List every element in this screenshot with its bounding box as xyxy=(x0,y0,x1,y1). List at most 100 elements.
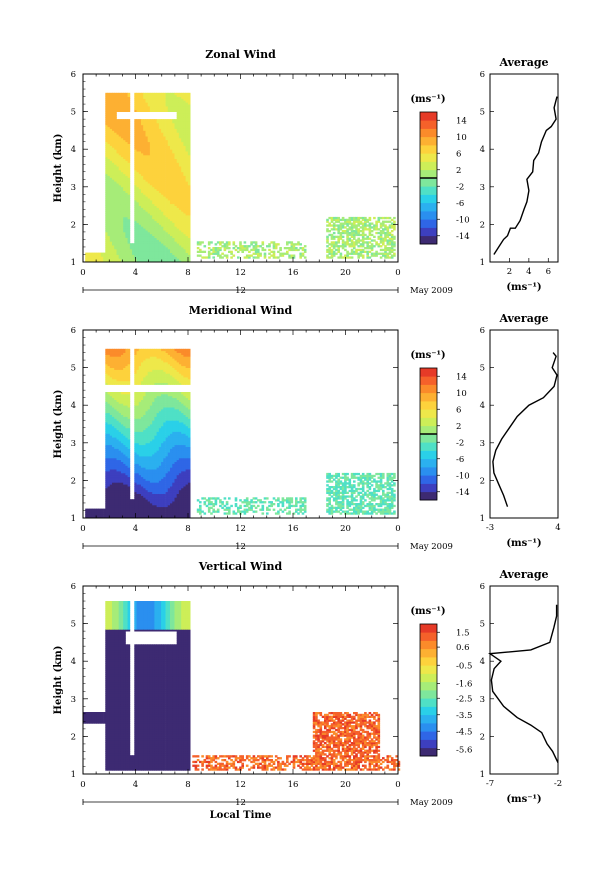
heatmap-cell xyxy=(161,184,164,188)
heatmap-cell xyxy=(112,241,115,244)
heatmap-cell xyxy=(163,109,166,112)
heatmap-cell xyxy=(149,169,153,173)
heatmap-cell xyxy=(152,258,155,261)
heatmap-cell xyxy=(353,252,356,255)
heatmap-cell xyxy=(145,192,149,195)
heatmap-cell xyxy=(254,252,258,255)
heatmap-cell xyxy=(134,162,137,165)
heatmap-cell xyxy=(225,254,229,257)
heatmap-cell xyxy=(161,230,164,233)
heatmap-cell xyxy=(138,153,142,156)
heatmap-cell xyxy=(201,250,204,253)
heatmap-cell xyxy=(346,239,349,242)
heatmap-cell xyxy=(170,160,173,163)
heatmap-cell xyxy=(154,224,157,227)
heatmap-cell xyxy=(127,107,131,111)
heatmap-cell xyxy=(341,239,345,242)
heatmap-cell xyxy=(165,183,169,186)
heatmap-cell xyxy=(118,130,122,133)
heatmap-cell xyxy=(257,254,260,257)
heatmap-cell xyxy=(147,102,151,105)
heatmap-cell xyxy=(114,247,117,250)
heatmap-cell xyxy=(147,216,151,220)
heatmap-cell xyxy=(165,200,169,203)
heatmap-cell xyxy=(141,166,144,169)
heatmap-cell xyxy=(163,241,166,244)
heatmap-cell xyxy=(134,245,137,248)
heatmap-cell xyxy=(156,106,160,109)
heatmap-cell xyxy=(147,258,151,261)
heatmap-cell xyxy=(114,164,117,167)
heatmap-cell xyxy=(127,230,131,233)
heatmap-cell xyxy=(170,245,173,248)
heatmap-cell xyxy=(120,92,124,96)
heatmap-cell xyxy=(114,188,117,191)
heatmap-cell xyxy=(114,235,117,238)
heatmap-cell xyxy=(123,248,126,252)
heatmap-cell xyxy=(176,111,180,114)
heatmap-cell xyxy=(149,248,153,252)
heatmap-cell xyxy=(152,96,155,99)
heatmap-cell xyxy=(145,171,149,175)
heatmap-cell xyxy=(344,220,347,223)
heatmap-cell xyxy=(163,216,166,220)
heatmap-cell xyxy=(120,109,124,112)
heatmap-cell xyxy=(118,200,122,203)
heatmap-cell xyxy=(170,100,173,103)
heatmap-cell xyxy=(181,134,184,137)
heatmap-cell xyxy=(353,231,356,235)
heatmap-cell xyxy=(107,260,111,263)
heatmap-cell xyxy=(346,237,349,240)
heatmap-cell xyxy=(114,154,117,158)
heatmap-cell xyxy=(181,254,184,257)
heatmap-cell xyxy=(207,243,211,246)
heatmap-cell xyxy=(156,96,160,99)
heatmap-cell xyxy=(147,220,151,223)
heatmap-cell xyxy=(112,222,115,225)
heatmap-cell xyxy=(147,177,151,180)
heatmap-cell xyxy=(127,166,131,169)
heatmap-cell xyxy=(183,192,186,195)
heatmap-cell xyxy=(187,137,191,141)
heatmap-cell xyxy=(303,256,307,259)
heatmap-cell xyxy=(118,260,122,263)
heatmap-cell xyxy=(145,220,149,223)
heatmap-cell xyxy=(145,235,149,238)
heatmap-cell xyxy=(377,218,381,222)
heatmap-cell xyxy=(134,222,137,225)
heatmap-cell xyxy=(154,243,157,246)
heatmap-cell xyxy=(154,184,157,188)
heatmap-cell xyxy=(183,220,186,223)
heatmap-cell xyxy=(384,237,387,240)
heatmap-cell xyxy=(357,237,360,240)
heatmap-cell xyxy=(105,190,108,193)
heatmap-cell xyxy=(123,203,126,206)
heatmap-cell xyxy=(136,156,140,159)
heatmap-cell xyxy=(138,237,142,240)
heatmap-cell xyxy=(120,158,124,161)
heatmap-cell xyxy=(114,173,117,176)
heatmap-cell xyxy=(355,228,358,231)
heatmap-cell xyxy=(147,96,151,99)
heatmap-cell xyxy=(176,100,180,103)
heatmap-cell xyxy=(181,96,184,99)
heatmap-cell xyxy=(174,147,178,150)
heatmap-cell xyxy=(375,231,378,235)
heatmap-cell xyxy=(379,233,383,237)
heatmap-cell xyxy=(112,203,115,206)
heatmap-cell xyxy=(332,226,336,229)
heatmap-cell xyxy=(161,183,164,186)
heatmap-cell xyxy=(185,252,189,255)
heatmap-cell xyxy=(357,252,360,255)
heatmap-cell xyxy=(152,192,155,195)
heatmap-cell xyxy=(156,122,160,126)
heatmap-cell xyxy=(350,224,354,227)
heatmap-cell xyxy=(161,196,164,199)
heatmap-cell xyxy=(118,124,122,128)
heatmap-cell xyxy=(170,122,173,126)
heatmap-cell xyxy=(123,216,126,220)
heatmap-cell xyxy=(174,188,178,191)
heatmap-cell xyxy=(165,233,169,237)
heatmap-cell xyxy=(359,230,363,233)
heatmap-cell xyxy=(170,137,173,141)
